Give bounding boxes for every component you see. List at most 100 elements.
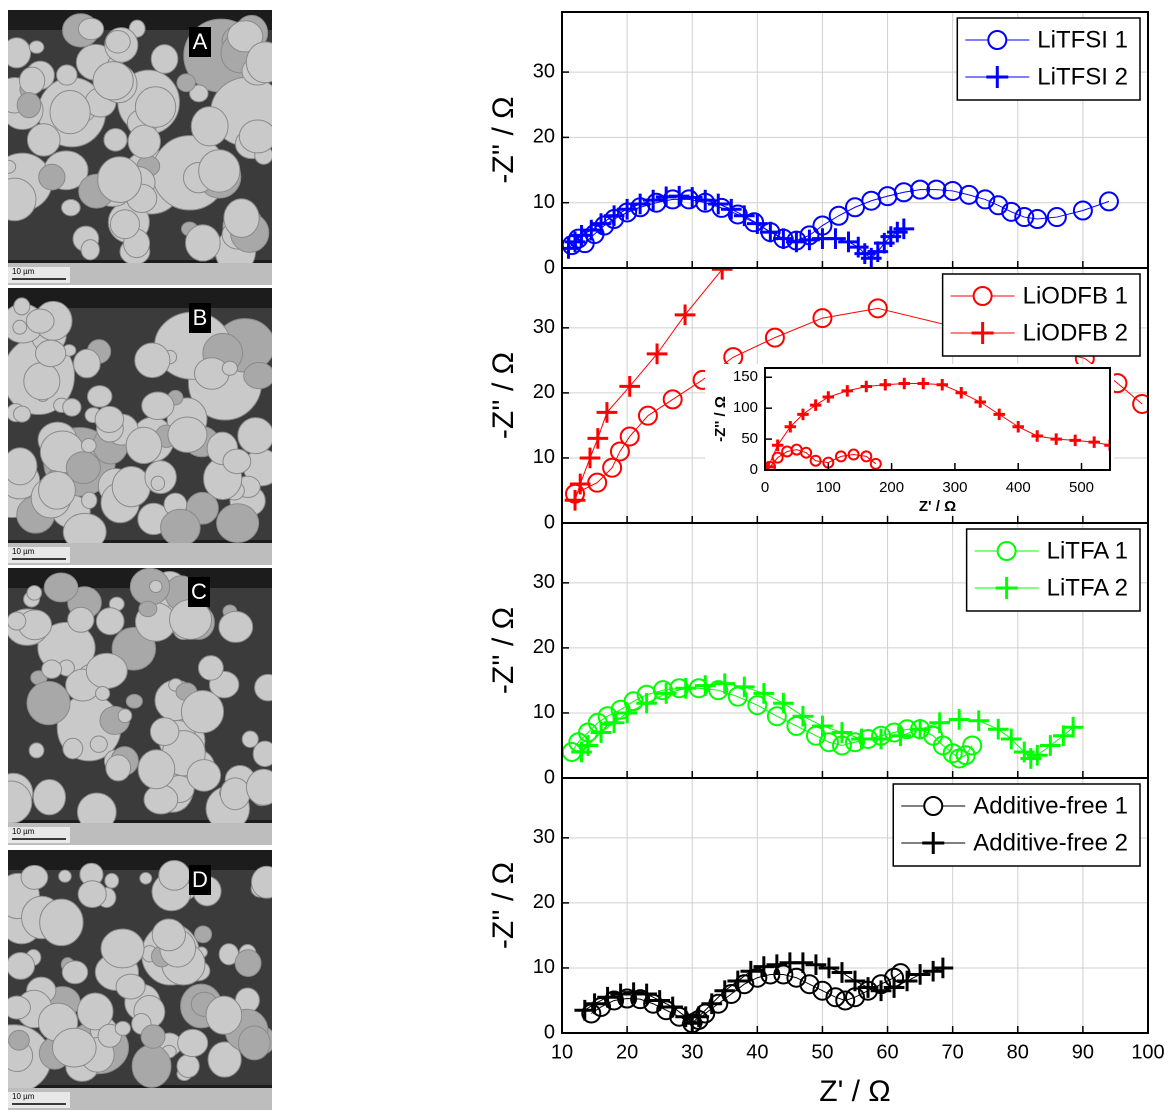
sem-particle [234, 949, 262, 977]
sem-particle [216, 503, 260, 543]
panel-label-bg [188, 577, 210, 607]
sem-particle [25, 308, 55, 334]
x-tick-label: 100 [1131, 1041, 1164, 1063]
marker [893, 218, 915, 240]
marker [652, 680, 673, 701]
sem-particle [62, 398, 82, 417]
sem-particle [111, 465, 151, 508]
y-tick-label: 0 [544, 511, 555, 533]
marker [792, 952, 814, 974]
legend: LiTFSI 1 LiTFSI 2 [956, 17, 1141, 101]
marker [993, 408, 1005, 421]
marker [831, 962, 853, 983]
marker [896, 970, 918, 992]
marker [711, 268, 733, 280]
legend: LiTFA 1 LiTFA 2 [965, 528, 1141, 612]
legend-label: Additive-free 1 [973, 792, 1128, 819]
marker [988, 195, 1009, 216]
marker [955, 745, 976, 766]
marker [910, 179, 931, 200]
sem-particle [177, 1028, 209, 1058]
panel-label: A [193, 29, 208, 54]
current-collector [8, 263, 272, 285]
sem-particle [207, 1041, 242, 1078]
marker [753, 683, 775, 704]
sem-particle [26, 123, 61, 157]
marker [822, 391, 835, 403]
sem-particle [140, 1024, 166, 1049]
sem-particle [8, 177, 37, 222]
sem-particle [28, 742, 45, 759]
marker [909, 964, 931, 985]
marker [870, 980, 892, 1002]
marker [870, 728, 892, 750]
marker [851, 728, 872, 750]
y-tick-label: 150 [733, 368, 758, 385]
marker [1053, 725, 1074, 747]
sem-particle [125, 693, 143, 709]
marker [800, 446, 813, 459]
sem-particle [134, 86, 177, 128]
sem-particle [151, 918, 186, 952]
sem-particle [238, 119, 272, 154]
y-tick-label: 0 [544, 1021, 555, 1043]
sem-particle [185, 224, 221, 262]
marker [694, 189, 716, 211]
sem-particle [143, 784, 179, 815]
sem-particle [100, 928, 145, 969]
marker [584, 993, 605, 1015]
marker [649, 990, 671, 1011]
sem-particle [77, 880, 107, 909]
marker [835, 990, 856, 1011]
marker [1098, 191, 1119, 212]
marker [701, 993, 723, 1015]
marker [616, 198, 638, 220]
axis-frame [764, 367, 1111, 471]
marker [844, 970, 866, 992]
marker [884, 722, 905, 743]
marker [1104, 439, 1110, 452]
marker [773, 692, 794, 714]
current-collector [8, 823, 272, 845]
scale-bar-label: 10 µm [12, 827, 35, 836]
legend-label: LiTFSI 1 [1037, 26, 1128, 53]
marker [786, 231, 807, 253]
x-tick-label: 40 [746, 1041, 768, 1063]
y-tick-label: 30 [533, 571, 555, 593]
marker [727, 970, 749, 992]
marker [597, 986, 618, 1008]
legend-marker [971, 322, 994, 344]
sem-particle [97, 156, 142, 203]
marker [636, 692, 657, 714]
sem-particle [149, 717, 180, 747]
marker [860, 380, 873, 393]
marker [845, 732, 865, 753]
marker [1000, 728, 1022, 750]
marker [974, 396, 986, 408]
y-tick-label: 0 [750, 461, 758, 478]
sem-particle [38, 163, 66, 191]
legend-label: LiODFB 1 [1023, 282, 1128, 309]
marker [662, 189, 683, 210]
sem-particle [186, 759, 222, 792]
x-tick-label: 20 [616, 1041, 638, 1063]
marker [917, 377, 930, 390]
marker [926, 179, 947, 200]
marker [597, 706, 618, 727]
panel-label-bg [189, 303, 211, 333]
marker [587, 428, 609, 449]
sem-particle [237, 417, 272, 455]
marker [579, 447, 601, 469]
marker [721, 983, 742, 1004]
marker [922, 960, 944, 982]
y-tick-label: 30 [533, 316, 555, 338]
marker [734, 974, 755, 995]
sem-particle [51, 1027, 97, 1068]
marker [883, 977, 905, 998]
sem-particle [73, 348, 101, 379]
sem-particle [115, 973, 146, 1000]
marker [805, 954, 827, 976]
sem-image: 10 µm [8, 850, 272, 1110]
marker [1014, 207, 1035, 228]
marker [812, 980, 833, 1001]
